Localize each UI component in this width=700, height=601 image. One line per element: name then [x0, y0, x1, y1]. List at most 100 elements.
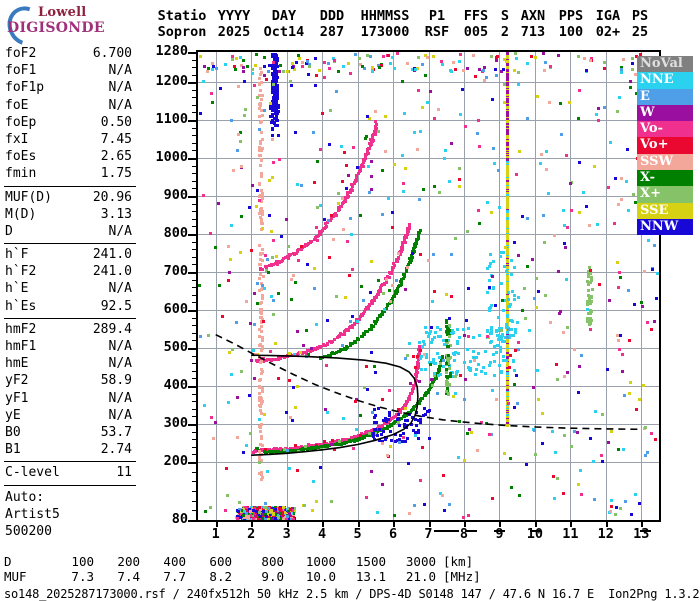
echo-pixel: [202, 80, 205, 83]
param-value: 241.0: [92, 247, 132, 263]
echo-pixel: [241, 509, 244, 512]
echo-pixel: [258, 244, 261, 247]
legend-item-sse[interactable]: SSE: [637, 202, 693, 219]
echo-pixel: [503, 101, 506, 104]
echo-pixel: [350, 183, 353, 186]
echo-pixel: [411, 390, 414, 393]
y-axis-label: 80: [171, 511, 188, 527]
echo-pixel: [219, 87, 222, 90]
echo-pixel: [590, 57, 593, 60]
legend-item-vo[interactable]: Vo+: [637, 137, 693, 154]
y-axis-minor-tick: [192, 491, 196, 492]
curve-muf-curve: [215, 333, 642, 431]
echo-pixel: [510, 273, 513, 276]
footer-cell: 400: [163, 554, 186, 569]
echo-pixel: [492, 260, 495, 263]
echo-pixel: [259, 430, 262, 433]
legend-item-x[interactable]: X+: [637, 186, 693, 203]
echo-pixel: [483, 79, 486, 82]
echo-pixel: [260, 200, 263, 203]
echo-pixel: [516, 321, 519, 324]
legend-item-vo[interactable]: Vo-: [637, 121, 693, 138]
echo-pixel: [351, 315, 354, 318]
echo-pixel: [464, 125, 467, 128]
legend-item-w[interactable]: W: [637, 104, 693, 122]
header-col-label-4: HHMMSS: [360, 8, 410, 24]
echo-pixel: [221, 315, 224, 318]
echo-pixel: [393, 67, 396, 70]
legend-item-nnw[interactable]: NNW: [637, 218, 693, 236]
echo-pixel: [656, 272, 659, 275]
echo-pixel: [272, 263, 275, 266]
footer-cell: 1500: [355, 554, 386, 569]
echo-pixel: [345, 328, 348, 331]
legend-item-x[interactable]: X-: [637, 170, 693, 187]
echo-pixel: [319, 204, 322, 207]
y-axis-label: 400: [163, 377, 188, 393]
echo-pixel: [407, 263, 410, 266]
echo-pixel: [489, 262, 492, 265]
echo-pixel: [273, 117, 276, 120]
echo-pixel: [273, 447, 276, 450]
echo-pixel: [256, 447, 259, 450]
echo-pixel: [373, 296, 376, 299]
echo-pixel: [431, 384, 434, 387]
echo-pixel: [370, 432, 373, 435]
param-row-foes: foEs 2.65: [0, 149, 140, 166]
echo-pixel: [261, 387, 264, 390]
echo-pixel: [247, 517, 250, 520]
echo-pixel: [366, 388, 369, 391]
echo-pixel: [293, 510, 296, 513]
echo-pixel: [300, 245, 303, 248]
echo-pixel: [521, 215, 524, 218]
echo-pixel: [361, 314, 364, 317]
y-axis-minor-tick: [192, 128, 196, 129]
echo-pixel: [388, 389, 391, 392]
echo-pixel: [544, 61, 547, 64]
echo-pixel: [311, 509, 314, 512]
echo-pixel: [283, 448, 286, 451]
legend-item-ssw[interactable]: SSW: [637, 153, 693, 171]
echo-pixel: [406, 62, 409, 65]
echo-pixel: [500, 282, 503, 285]
echo-pixel: [506, 356, 509, 359]
echo-pixel: [506, 331, 509, 334]
y-axis-minor-tick: [192, 432, 196, 433]
echo-pixel: [244, 506, 247, 509]
echo-pixel: [610, 430, 613, 433]
echo-pixel: [439, 362, 442, 365]
echo-pixel: [277, 450, 280, 453]
legend-item-nne[interactable]: NNE: [637, 72, 693, 89]
y-axis-minor-tick: [192, 257, 196, 258]
echo-pixel: [457, 456, 460, 459]
echo-pixel: [259, 273, 262, 276]
echo-pixel: [259, 216, 262, 219]
footer-row-d: D 100 200 400 600 800 1000 1500 3000 [km]: [4, 554, 698, 569]
echo-pixel: [259, 194, 262, 197]
echo-pixel: [539, 162, 542, 165]
echo-pixel: [447, 362, 450, 365]
echo-pixel: [629, 86, 632, 89]
echo-pixel: [387, 421, 390, 424]
echo-pixel: [258, 396, 261, 399]
echo-pixel: [368, 142, 371, 145]
grid-line-v: [535, 52, 536, 520]
echo-pixel: [417, 237, 420, 240]
legend-item-noval[interactable]: NoVal: [637, 56, 693, 73]
header-col-label-2: DAY: [271, 8, 297, 24]
echo-pixel: [349, 72, 352, 75]
echo-pixel: [326, 221, 329, 224]
echo-pixel: [349, 325, 352, 328]
echo-pixel: [328, 143, 331, 146]
echo-pixel: [279, 357, 282, 360]
echo-pixel: [255, 515, 258, 518]
param-value: 289.4: [92, 321, 132, 337]
echo-pixel: [506, 106, 509, 109]
echo-pixel: [263, 413, 266, 416]
echo-pixel: [417, 419, 420, 422]
ionogram-plot[interactable]: [196, 50, 661, 522]
echo-pixel: [374, 120, 377, 123]
legend-item-e[interactable]: E: [637, 88, 693, 105]
echo-pixel: [265, 510, 268, 513]
echo-pixel: [286, 70, 289, 73]
